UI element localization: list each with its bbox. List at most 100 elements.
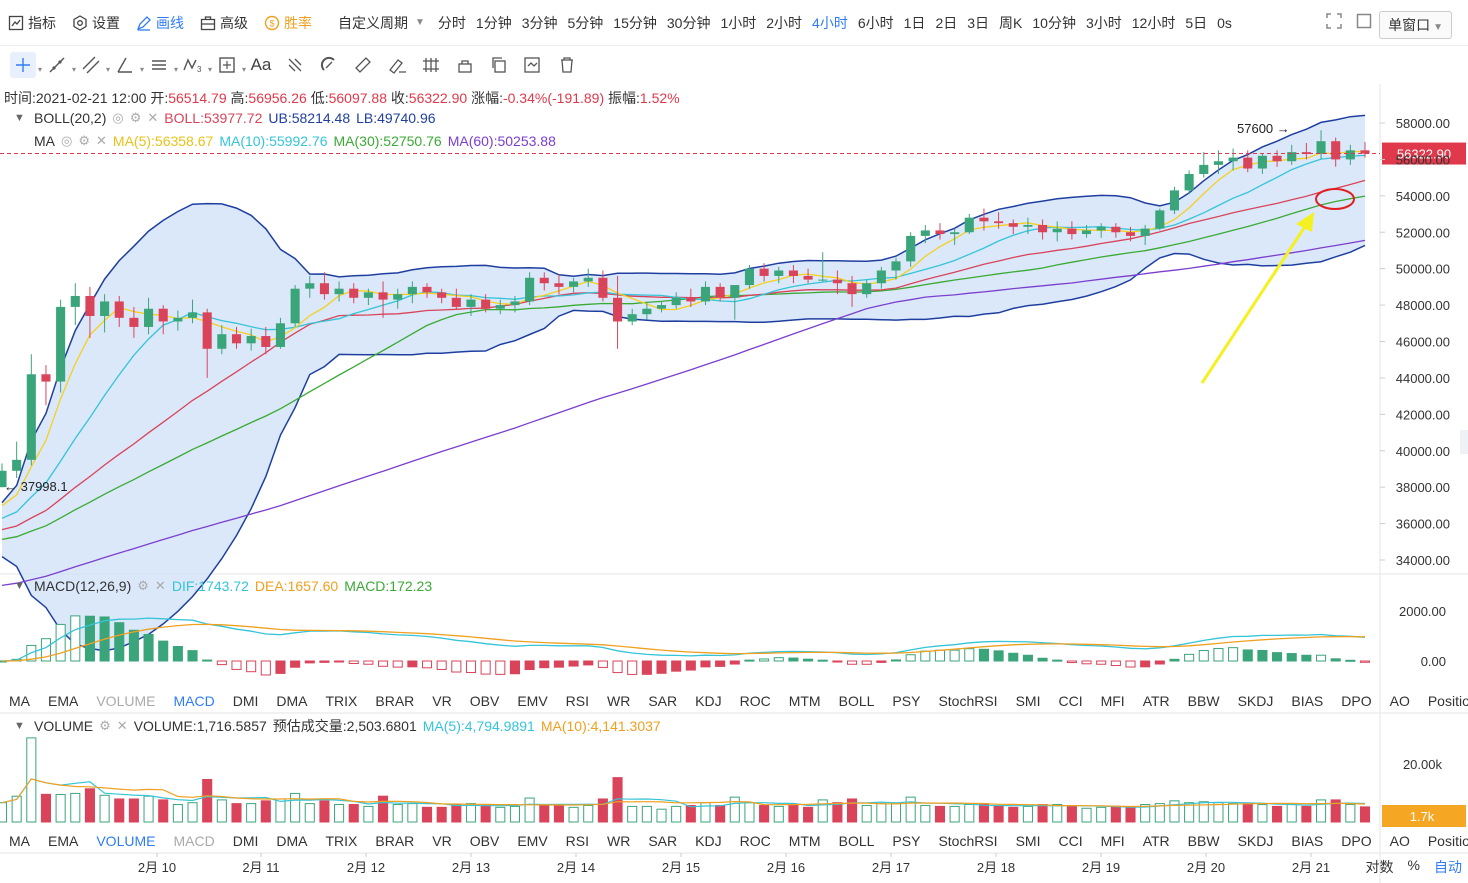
copy-icon[interactable] xyxy=(486,52,512,78)
gear-icon[interactable]: ⚙ xyxy=(78,133,90,148)
tab-atr[interactable]: ATR xyxy=(1142,833,1170,849)
close-icon[interactable]: ✕ xyxy=(147,110,159,125)
gear-icon[interactable]: ⚙ xyxy=(137,578,149,593)
tab-bias[interactable]: BIAS xyxy=(1291,693,1324,709)
gear-icon[interactable]: ⚙ xyxy=(99,718,111,733)
period-6[interactable]: 1小时 xyxy=(720,14,757,31)
tab-skdj[interactable]: SKDJ xyxy=(1237,833,1274,849)
winrate-button[interactable]: $ 胜率 xyxy=(256,13,320,33)
period-5[interactable]: 30分钟 xyxy=(666,14,711,31)
tab-macd[interactable]: MACD xyxy=(173,693,215,709)
period-3[interactable]: 5分钟 xyxy=(567,14,604,31)
tab-macd[interactable]: MACD xyxy=(173,833,215,849)
tab-mtm[interactable]: MTM xyxy=(788,693,821,709)
ruler-icon[interactable] xyxy=(350,52,376,78)
tab-roc[interactable]: ROC xyxy=(739,833,771,849)
period-16[interactable]: 12小时 xyxy=(1131,14,1176,31)
period-9[interactable]: 6小时 xyxy=(857,14,894,31)
tab-wr[interactable]: WR xyxy=(607,833,631,849)
wave-icon[interactable]: 3 ▾ xyxy=(180,52,212,78)
tab-ao[interactable]: AO xyxy=(1389,833,1410,849)
chevron-down-icon[interactable]: ▼ xyxy=(14,720,25,732)
tab-sar[interactable]: SAR xyxy=(648,693,678,709)
tab-ma[interactable]: MA xyxy=(9,833,30,849)
parallel-lines-icon[interactable]: ▾ xyxy=(78,52,110,78)
tab-mfi[interactable]: MFI xyxy=(1100,833,1125,849)
tab-kdj[interactable]: KDJ xyxy=(695,833,722,849)
custom-period-dropdown[interactable]: 自定义周期 ▼ xyxy=(330,13,433,33)
magnet-icon[interactable] xyxy=(316,52,342,78)
settings-button[interactable]: 设置 xyxy=(64,13,128,33)
period-8[interactable]: 4小时 xyxy=(812,14,848,31)
tab-bbw[interactable]: BBW xyxy=(1187,693,1220,709)
gear-icon[interactable]: ⚙ xyxy=(129,110,142,125)
fullscreen-icon[interactable] xyxy=(1326,13,1342,32)
tab-brar[interactable]: BRAR xyxy=(375,693,415,709)
chevron-down-icon[interactable]: ▼ xyxy=(14,580,25,592)
tab-volume[interactable]: VOLUME xyxy=(96,833,156,849)
tab-mtm[interactable]: MTM xyxy=(788,833,821,849)
pattern-icon[interactable] xyxy=(418,52,444,78)
tab-kdj[interactable]: KDJ xyxy=(695,693,722,709)
chevron-down-icon[interactable]: ▼ xyxy=(14,112,25,124)
close-icon[interactable]: ✕ xyxy=(96,133,107,148)
tab-volume[interactable]: VOLUME xyxy=(96,693,156,709)
tab-ao[interactable]: AO xyxy=(1389,693,1410,709)
period-17[interactable]: 5日 xyxy=(1185,14,1208,31)
period-12[interactable]: 3日 xyxy=(967,14,990,31)
close-icon[interactable]: ✕ xyxy=(116,718,128,733)
draw-button[interactable]: 画线 xyxy=(128,13,192,33)
tab-smi[interactable]: SMI xyxy=(1015,693,1041,709)
tab-psy[interactable]: PSY xyxy=(892,833,921,849)
tab-cci[interactable]: CCI xyxy=(1058,833,1083,849)
tab-dma[interactable]: DMA xyxy=(276,833,308,849)
tab-cci[interactable]: CCI xyxy=(1058,693,1083,709)
close-icon[interactable]: ✕ xyxy=(154,578,166,593)
tab-bias[interactable]: BIAS xyxy=(1291,833,1324,849)
horizontal-lines-icon[interactable]: ▾ xyxy=(146,52,178,78)
angle-icon[interactable]: ▾ xyxy=(112,52,144,78)
window-mode-dropdown[interactable]: 单窗口 ▼ xyxy=(1379,11,1452,39)
period-15[interactable]: 3小时 xyxy=(1085,14,1122,31)
tab-stochrsi[interactable]: StochRSI xyxy=(938,693,998,709)
period-2[interactable]: 3分钟 xyxy=(521,14,558,31)
tab-ema[interactable]: EMA xyxy=(48,693,79,709)
period-1[interactable]: 1分钟 xyxy=(475,14,512,31)
tab-atr[interactable]: ATR xyxy=(1142,693,1170,709)
tab-trix[interactable]: TRIX xyxy=(325,833,358,849)
tab-trix[interactable]: TRIX xyxy=(325,693,358,709)
tab-psy[interactable]: PSY xyxy=(892,693,921,709)
period-13[interactable]: 周K xyxy=(999,14,1023,31)
tab-sar[interactable]: SAR xyxy=(648,833,678,849)
tab-mfi[interactable]: MFI xyxy=(1100,693,1125,709)
period-7[interactable]: 2小时 xyxy=(766,14,803,31)
tab-rsi[interactable]: RSI xyxy=(565,833,590,849)
eraser-icon[interactable] xyxy=(384,52,410,78)
period-10[interactable]: 1日 xyxy=(903,14,926,31)
text-tool-icon[interactable]: Aa xyxy=(250,55,272,74)
tab-dpo[interactable]: DPO xyxy=(1341,693,1372,709)
tab-dpo[interactable]: DPO xyxy=(1341,833,1372,849)
tab-bbw[interactable]: BBW xyxy=(1187,833,1220,849)
measure-icon[interactable] xyxy=(282,52,308,78)
tab-ma[interactable]: MA xyxy=(9,693,30,709)
tab-obv[interactable]: OBV xyxy=(469,693,500,709)
rectangle-tool-icon[interactable]: ▾ xyxy=(214,52,246,78)
crosshair-icon[interactable]: ▾ xyxy=(10,52,42,78)
template-icon[interactable] xyxy=(520,52,546,78)
tab-wr[interactable]: WR xyxy=(607,693,631,709)
period-14[interactable]: 10分钟 xyxy=(1032,14,1076,31)
tab-vr[interactable]: VR xyxy=(432,833,452,849)
tab-rsi[interactable]: RSI xyxy=(565,693,590,709)
tab-position[interactable]: Position xyxy=(1427,693,1468,709)
log-scale-toggle[interactable]: 对数 xyxy=(1365,859,1394,875)
tab-boll[interactable]: BOLL xyxy=(838,833,875,849)
period-11[interactable]: 2日 xyxy=(935,14,958,31)
indicators-button[interactable]: 指标 xyxy=(0,13,64,33)
trendline-icon[interactable]: ▾ xyxy=(44,52,76,78)
tab-skdj[interactable]: SKDJ xyxy=(1237,693,1274,709)
tab-emv[interactable]: EMV xyxy=(517,693,548,709)
tab-smi[interactable]: SMI xyxy=(1015,833,1041,849)
advanced-button[interactable]: 高级 xyxy=(192,13,256,33)
lock-icon[interactable] xyxy=(452,52,478,78)
